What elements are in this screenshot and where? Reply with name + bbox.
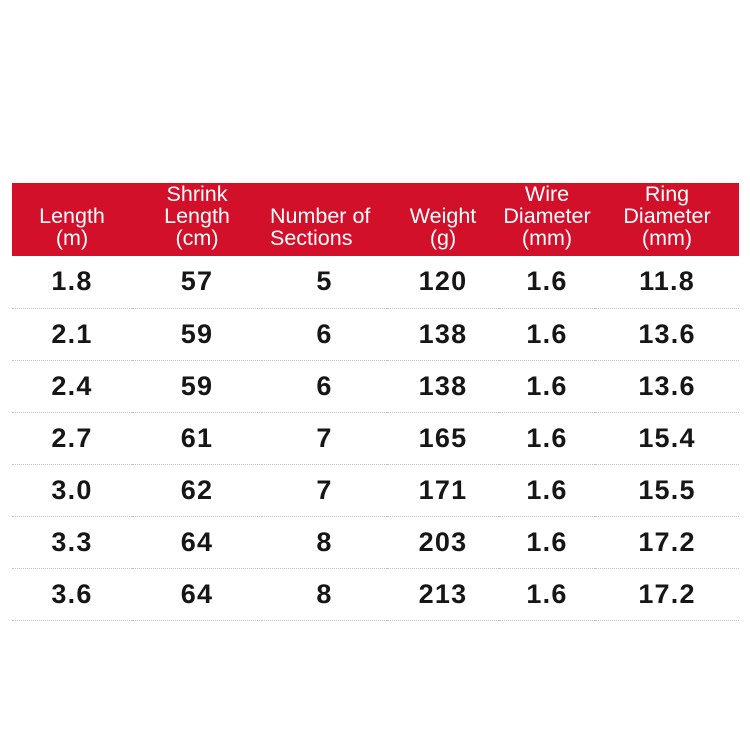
table-row: 1.8 57 5 120 1.6 11.8 [12, 256, 739, 308]
cell-ring-diameter: 13.6 [638, 318, 696, 349]
cell-length: 1.8 [51, 266, 93, 297]
cell-ring-diameter: 15.5 [638, 474, 696, 505]
column-header-shrink-length: Shrink Length (cm) [164, 182, 230, 250]
cell-weight: 138 [418, 370, 468, 401]
cell-sections: 8 [316, 578, 333, 609]
cell-sections: 6 [316, 370, 333, 401]
cell-length: 3.3 [51, 526, 93, 557]
cell-length: 3.0 [51, 474, 93, 505]
cell-length: 2.1 [51, 318, 93, 349]
cell-sections: 6 [316, 318, 333, 349]
cell-ring-diameter: 13.6 [638, 370, 696, 401]
cell-ring-diameter: 17.2 [638, 526, 696, 557]
table-row: 3.6 64 8 213 1.6 17.2 [12, 568, 739, 620]
table-row: 3.3 64 8 203 1.6 17.2 [12, 516, 739, 568]
cell-wire-diameter: 1.6 [526, 526, 568, 557]
cell-sections: 7 [316, 474, 333, 505]
column-header-length: Length (m) [39, 204, 105, 250]
cell-shrink-length: 57 [180, 266, 214, 297]
cell-wire-diameter: 1.6 [526, 578, 568, 609]
cell-ring-diameter: 15.4 [638, 422, 696, 453]
cell-weight: 120 [418, 266, 468, 297]
cell-weight: 203 [418, 526, 468, 557]
cell-weight: 213 [418, 578, 468, 609]
column-header-ring-diameter: Ring Diameter (mm) [623, 182, 711, 250]
cell-shrink-length: 62 [180, 474, 214, 505]
cell-wire-diameter: 1.6 [526, 370, 568, 401]
cell-weight: 165 [418, 422, 468, 453]
spec-table: Length (m) Shrink Length (cm) Number of Sectio… [12, 183, 739, 621]
cell-shrink-length: 64 [180, 526, 214, 557]
cell-length: 2.7 [51, 422, 93, 453]
cell-weight: 171 [418, 474, 468, 505]
cell-shrink-length: 61 [180, 422, 214, 453]
table-body: 1.8 57 5 120 1.6 11.8 2.1 59 6 138 1.6 13.6 2.4 59 6 13… [12, 256, 739, 620]
table-row: 2.7 61 7 165 1.6 15.4 [12, 412, 739, 464]
column-header-wire-diameter: Wire Diameter (mm) [503, 182, 591, 250]
cell-wire-diameter: 1.6 [526, 422, 568, 453]
table-row: 2.1 59 6 138 1.6 13.6 [12, 308, 739, 360]
cell-shrink-length: 64 [180, 578, 214, 609]
cell-wire-diameter: 1.6 [526, 474, 568, 505]
cell-shrink-length: 59 [180, 370, 214, 401]
cell-shrink-length: 59 [180, 318, 214, 349]
table-row: 2.4 59 6 138 1.6 13.6 [12, 360, 739, 412]
cell-ring-diameter: 17.2 [638, 578, 696, 609]
cell-wire-diameter: 1.6 [526, 318, 568, 349]
cell-sections: 7 [316, 422, 333, 453]
cell-sections: 5 [316, 266, 333, 297]
cell-sections: 8 [316, 526, 333, 557]
cell-length: 2.4 [51, 370, 93, 401]
column-header-weight: Weight (g) [409, 204, 477, 250]
column-header-sections: Number of Sections [270, 204, 371, 250]
table-header: Length (m) Shrink Length (cm) Number of Sectio… [12, 183, 739, 256]
table-header-row: Length (m) Shrink Length (cm) Number of Sectio… [12, 183, 739, 256]
cell-weight: 138 [418, 318, 468, 349]
cell-ring-diameter: 11.8 [639, 266, 695, 297]
cell-wire-diameter: 1.6 [526, 266, 568, 297]
table-row: 3.0 62 7 171 1.6 15.5 [12, 464, 739, 516]
cell-length: 3.6 [51, 578, 93, 609]
